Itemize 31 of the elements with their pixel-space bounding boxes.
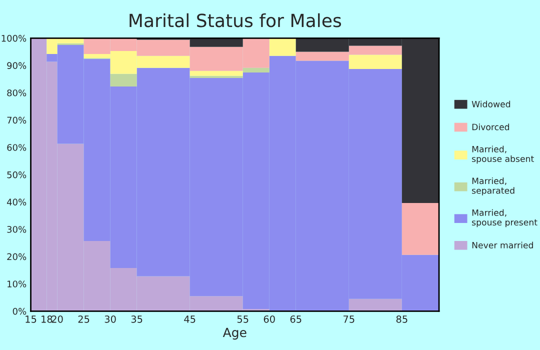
x-tick-label: 75 [344, 316, 354, 323]
legend-label: Married, separated [472, 177, 514, 196]
x-tick-label: 85 [396, 315, 408, 323]
y-tick-label: 20% [7, 253, 26, 260]
legend-label: Never married [472, 242, 533, 248]
y-tick-label: 30% [7, 226, 26, 233]
y-tick-label: 50% [7, 171, 26, 178]
chart-title: Marital Status for Males [130, 13, 342, 28]
y-tick-label: 40% [6, 198, 26, 206]
x-tick-label: 55 [237, 316, 248, 323]
x-tick-label: 20 [52, 315, 63, 323]
x-tick-label: 60 [264, 315, 275, 323]
x-tick-label: 15 [26, 316, 36, 323]
x-tick-label: 25 [78, 315, 90, 323]
x-tick-label: 45 [184, 316, 196, 323]
x-tick-label: 65 [290, 315, 302, 323]
legend-label: Married, spouse present [472, 209, 538, 228]
x-tick-label: 18 [42, 315, 52, 323]
legend-label: Married, spouse absent [472, 146, 534, 164]
x-tick-label: 30 [104, 315, 116, 323]
legend-label: Divorced [472, 124, 510, 130]
y-tick-label: 60% [7, 144, 26, 151]
y-tick-label: 10% [8, 280, 26, 288]
y-tick-label: 100% [2, 34, 26, 42]
y-tick-label: 0% [12, 308, 26, 315]
x-tick-label: 35 [131, 315, 142, 323]
legend-label: Widowed [472, 100, 510, 108]
y-tick-label: 80% [7, 89, 26, 96]
x-axis-title: Age [222, 328, 246, 340]
y-tick-label: 70% [7, 116, 26, 124]
y-tick-label: 90% [7, 62, 26, 70]
